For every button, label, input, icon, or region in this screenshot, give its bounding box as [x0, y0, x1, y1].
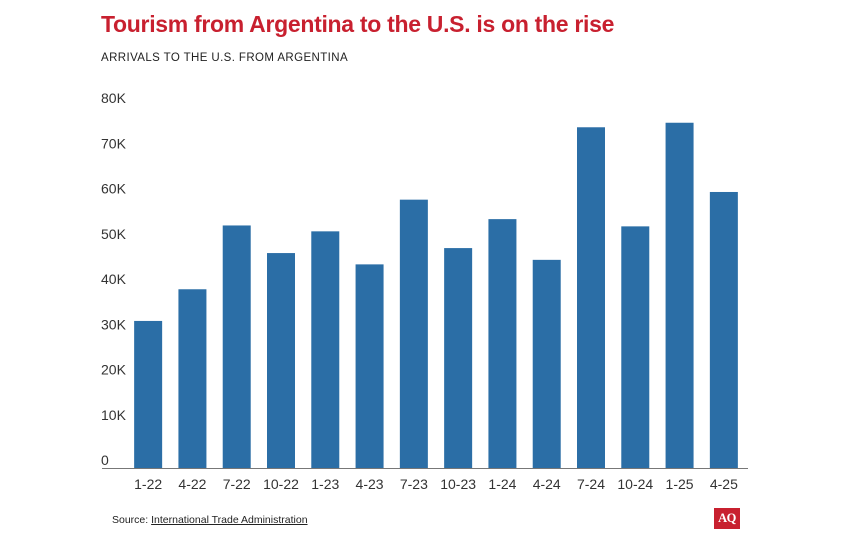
- bar-1-23: [311, 231, 340, 468]
- bar-4-25: [709, 191, 738, 468]
- x-tick-label: 1-24: [488, 476, 516, 492]
- bar-7-24: [577, 127, 605, 468]
- y-tick-label: 40K: [101, 271, 127, 287]
- y-tick-label: 30K: [101, 316, 127, 332]
- y-tick-label: 50K: [101, 226, 127, 242]
- source-link[interactable]: International Trade Administration: [151, 514, 308, 526]
- source-note: Source: International Trade Administrati…: [112, 514, 308, 526]
- y-tick-label: 10K: [101, 407, 127, 423]
- y-tick-label: 60K: [101, 181, 127, 197]
- source-prefix: Source:: [112, 514, 152, 526]
- y-axis-ticks: 0 10K 20K 30K 40K 50K 60K 70K 80K: [101, 90, 127, 468]
- aq-logo: AQ: [714, 508, 740, 529]
- x-tick-label: 10-23: [440, 476, 476, 492]
- y-tick-label: 20K: [101, 362, 127, 378]
- x-tick-label: 10-24: [617, 476, 653, 492]
- x-tick-label: 7-22: [223, 476, 251, 492]
- bar-10-23: [444, 248, 473, 468]
- bar-1-25: [665, 122, 694, 469]
- bar-10-22: [267, 253, 295, 468]
- y-tick-label: 80K: [101, 90, 127, 106]
- bar-7-22: [222, 225, 251, 468]
- y-tick-label: 70K: [101, 135, 127, 151]
- x-tick-label: 10-22: [263, 476, 299, 492]
- x-axis-ticks: 1-22 4-22 7-22 10-22 1-23 4-23 7-23 10-23 1-24 4-…: [134, 476, 738, 492]
- chart-subtitle: ARRIVALS TO THE U.S. FROM ARGENTINA: [101, 52, 349, 64]
- bar-7-23: [399, 199, 428, 469]
- bar-4-23: [355, 264, 384, 468]
- bar-series: [134, 122, 738, 469]
- bar-4-24: [532, 259, 561, 468]
- bar-1-22: [134, 320, 163, 468]
- x-tick-label: 7-23: [400, 476, 428, 492]
- x-tick-label: 1-23: [311, 476, 339, 492]
- x-tick-label: 1-22: [134, 476, 162, 492]
- x-tick-label: 7-24: [577, 476, 605, 492]
- chart-title: Tourism from Argentina to the U.S. is on…: [101, 11, 615, 37]
- bar-10-24: [621, 226, 650, 468]
- x-tick-label: 4-24: [533, 476, 561, 492]
- x-tick-label: 4-22: [178, 476, 206, 492]
- bar-4-22: [178, 289, 207, 468]
- x-tick-label: 4-25: [710, 476, 738, 492]
- x-tick-label: 4-23: [356, 476, 384, 492]
- y-tick-label: 0: [101, 452, 109, 468]
- bar-1-24: [488, 219, 517, 468]
- x-tick-label: 1-25: [666, 476, 694, 492]
